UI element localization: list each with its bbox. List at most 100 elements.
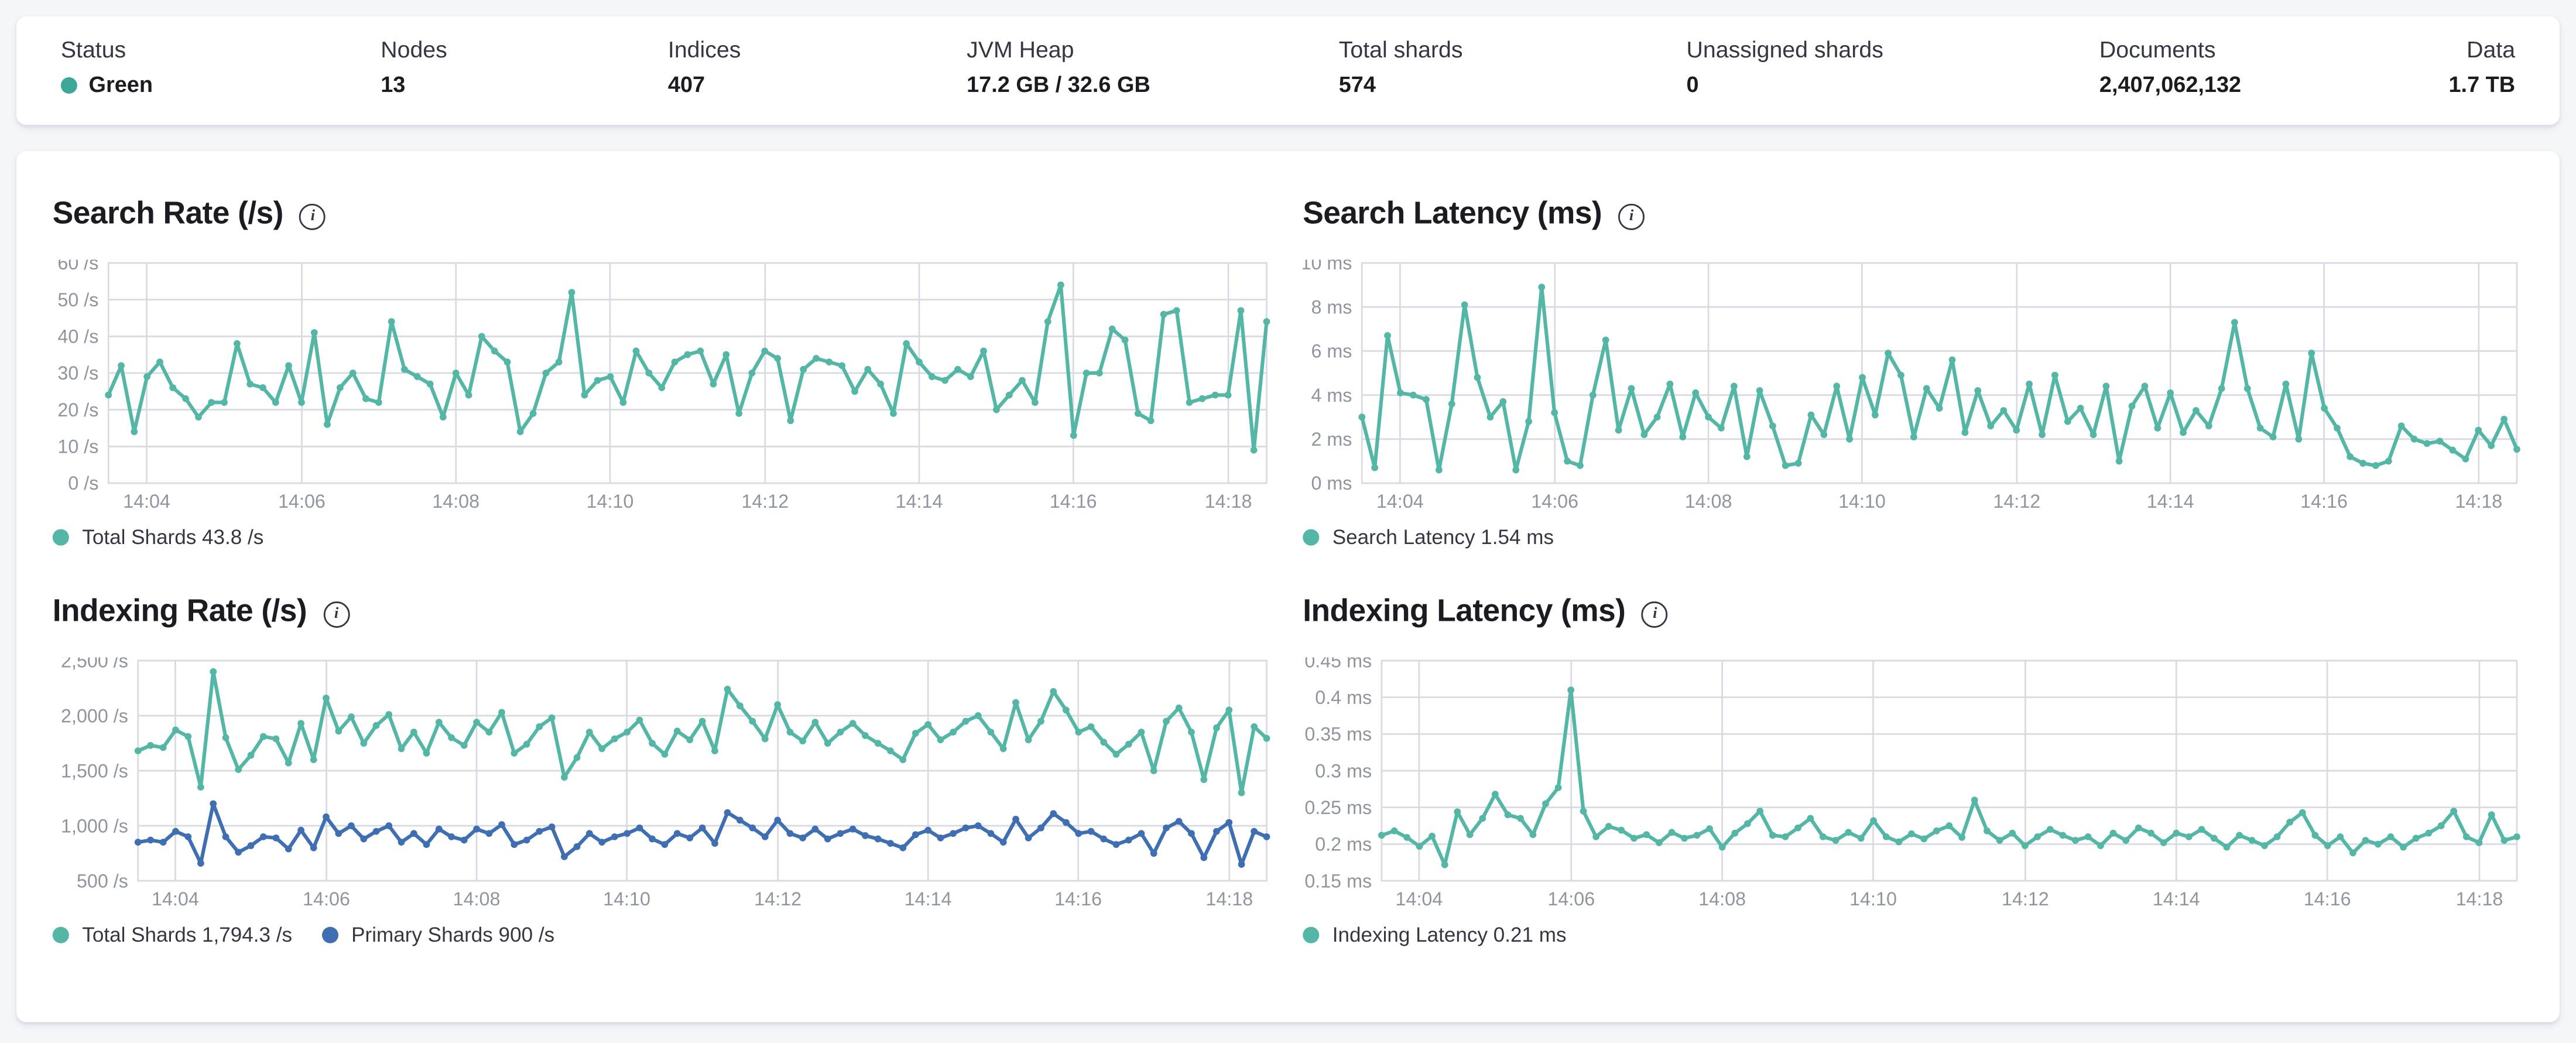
metric-nodes: Nodes 13	[381, 35, 668, 98]
indexing-rate-chart[interactable]: 500 /s 1,000 /s 1,500 /s 2,000 /s 2,500 /s 14…	[53, 657, 1273, 910]
chart-legend: Indexing Latency 0.21 ms	[1303, 920, 2523, 950]
info-icon[interactable]: i	[1642, 601, 1669, 628]
svg-text:14:08: 14:08	[1685, 491, 1732, 512]
svg-text:14:14: 14:14	[2153, 888, 2200, 909]
metric-value: 2,407,062,132	[2099, 72, 2242, 97]
svg-text:0.2 ms: 0.2 ms	[1315, 834, 1372, 855]
chart-title-row: Search Rate (/s) i	[53, 194, 1273, 237]
svg-text:60 /s: 60 /s	[57, 259, 98, 273]
metric-label: Unassigned shards	[1686, 36, 1883, 63]
chart-title-row: Indexing Latency (ms) i	[1303, 591, 2523, 634]
info-icon[interactable]: i	[323, 601, 350, 628]
svg-text:14:10: 14:10	[603, 888, 650, 909]
legend-item[interactable]: Primary Shards 900 /s	[321, 924, 555, 947]
svg-text:4 ms: 4 ms	[1311, 385, 1352, 406]
metrics-charts-panel: Search Rate (/s) i 0 /s 10 /s 20 /s 30 /s 40…	[16, 151, 2560, 1023]
legend-series-label: Total Shards 43.8 /s	[82, 525, 264, 549]
metric-label: Total shards	[1338, 36, 1463, 63]
svg-text:14:06: 14:06	[1547, 888, 1595, 909]
chart-title: Indexing Latency (ms)	[1303, 594, 1626, 630]
svg-text:14:18: 14:18	[2455, 491, 2502, 512]
svg-text:2,500 /s: 2,500 /s	[61, 657, 128, 671]
svg-text:14:08: 14:08	[1698, 888, 1746, 909]
cluster-summary-bar: Status Green Nodes 13 Indices 407 JVM He…	[16, 16, 2560, 125]
svg-text:14:08: 14:08	[453, 888, 501, 909]
svg-text:0 /s: 0 /s	[68, 473, 98, 494]
metric-value: 407	[667, 72, 705, 97]
svg-text:1,500 /s: 1,500 /s	[61, 760, 128, 781]
svg-text:14:16: 14:16	[2304, 888, 2351, 909]
metric-value: 0	[1686, 72, 1699, 97]
chart-title-row: Indexing Rate (/s) i	[53, 591, 1273, 634]
svg-text:14:10: 14:10	[1849, 888, 1897, 909]
metric-label: Indices	[667, 36, 741, 63]
legend-item[interactable]: Search Latency 1.54 ms	[1303, 526, 1554, 549]
info-icon[interactable]: i	[1618, 203, 1645, 230]
chart-search-rate: Search Rate (/s) i 0 /s 10 /s 20 /s 30 /s 40…	[52, 194, 1273, 552]
svg-text:14:12: 14:12	[2002, 888, 2049, 909]
legend-series-label: Search Latency 1.54 ms	[1332, 525, 1554, 549]
svg-text:20 /s: 20 /s	[57, 399, 98, 420]
metric-label: Nodes	[381, 36, 447, 63]
svg-text:8 ms: 8 ms	[1311, 296, 1352, 317]
svg-text:0.15 ms: 0.15 ms	[1304, 870, 1372, 891]
svg-text:14:04: 14:04	[152, 888, 199, 909]
legend-item[interactable]: Indexing Latency 0.21 ms	[1303, 924, 1567, 946]
svg-text:2 ms: 2 ms	[1311, 429, 1352, 450]
svg-text:14:08: 14:08	[432, 491, 479, 512]
svg-text:50 /s: 50 /s	[57, 289, 98, 310]
chart-title: Indexing Rate (/s)	[52, 594, 307, 630]
svg-text:10 /s: 10 /s	[57, 436, 98, 457]
svg-text:14:12: 14:12	[1993, 491, 2040, 512]
search-latency-chart[interactable]: 0 ms 2 ms 4 ms 6 ms 8 ms 10 ms 14:04 14:06 14:08…	[1303, 259, 2523, 512]
metric-jvm-heap: JVM Heap 17.2 GB / 32.6 GB	[967, 35, 1339, 98]
metric-data-size: Data 1.7 TB	[2448, 35, 2515, 98]
svg-text:0.45 ms: 0.45 ms	[1304, 657, 1372, 671]
chart-title-row: Search Latency (ms) i	[1303, 194, 2523, 237]
svg-text:40 /s: 40 /s	[57, 326, 98, 347]
chart-legend: Total Shards 1,794.3 /s Primary Shards 9…	[52, 920, 1273, 950]
health-status-dot-icon	[60, 76, 77, 93]
svg-text:14:18: 14:18	[1205, 491, 1252, 512]
chart-title: Search Latency (ms)	[1303, 197, 1602, 232]
svg-text:0 ms: 0 ms	[1311, 473, 1352, 494]
info-icon[interactable]: i	[299, 203, 326, 230]
charts-grid: Search Rate (/s) i 0 /s 10 /s 20 /s 30 /s 40…	[52, 194, 2523, 950]
metric-label: Status	[60, 36, 126, 63]
svg-text:14:14: 14:14	[905, 888, 952, 909]
status-text: Green	[88, 72, 153, 97]
svg-text:14:04: 14:04	[1396, 888, 1443, 909]
metric-value: 574	[1338, 72, 1376, 97]
metric-value: Green	[60, 71, 381, 99]
legend-item[interactable]: Total Shards 43.8 /s	[52, 525, 264, 549]
legend-series-dot-icon	[321, 926, 338, 943]
svg-text:14:06: 14:06	[278, 491, 326, 512]
chart-indexing-rate: Indexing Rate (/s) i 500 /s 1,000 /s 1,500…	[52, 591, 1273, 950]
svg-text:14:18: 14:18	[1205, 888, 1253, 909]
svg-text:14:06: 14:06	[1531, 491, 1578, 512]
svg-text:14:06: 14:06	[303, 888, 350, 909]
svg-text:14:12: 14:12	[754, 888, 801, 909]
search-rate-chart[interactable]: 0 /s 10 /s 20 /s 30 /s 40 /s 50 /s 60 /s 14:04 1…	[53, 259, 1273, 512]
svg-text:14:10: 14:10	[1838, 491, 1886, 512]
legend-series-dot-icon	[1303, 926, 1320, 943]
indexing-latency-chart[interactable]: 0.15 ms 0.2 ms 0.25 ms 0.3 ms 0.35 ms 0.4 ms 0…	[1303, 657, 2523, 910]
svg-text:14:04: 14:04	[1376, 491, 1424, 512]
svg-text:10 ms: 10 ms	[1303, 259, 1352, 273]
svg-text:500 /s: 500 /s	[77, 870, 128, 891]
svg-text:30 /s: 30 /s	[57, 363, 98, 384]
legend-item[interactable]: Total Shards 1,794.3 /s	[52, 924, 293, 947]
svg-text:14:10: 14:10	[587, 491, 634, 512]
svg-text:0.3 ms: 0.3 ms	[1315, 760, 1372, 781]
metric-value: 1.7 TB	[2448, 72, 2516, 97]
svg-text:14:18: 14:18	[2456, 888, 2503, 909]
legend-series-label: Total Shards 1,794.3 /s	[82, 924, 293, 947]
svg-text:0.25 ms: 0.25 ms	[1304, 797, 1372, 818]
chart-legend: Total Shards 43.8 /s	[52, 522, 1273, 552]
svg-text:14:16: 14:16	[1054, 888, 1102, 909]
legend-series-label: Primary Shards 900 /s	[351, 924, 555, 947]
metric-label: JVM Heap	[967, 36, 1074, 63]
svg-text:1,000 /s: 1,000 /s	[61, 815, 128, 836]
chart-indexing-latency: Indexing Latency (ms) i 0.15 ms 0.2 ms 0.2…	[1303, 591, 2523, 950]
